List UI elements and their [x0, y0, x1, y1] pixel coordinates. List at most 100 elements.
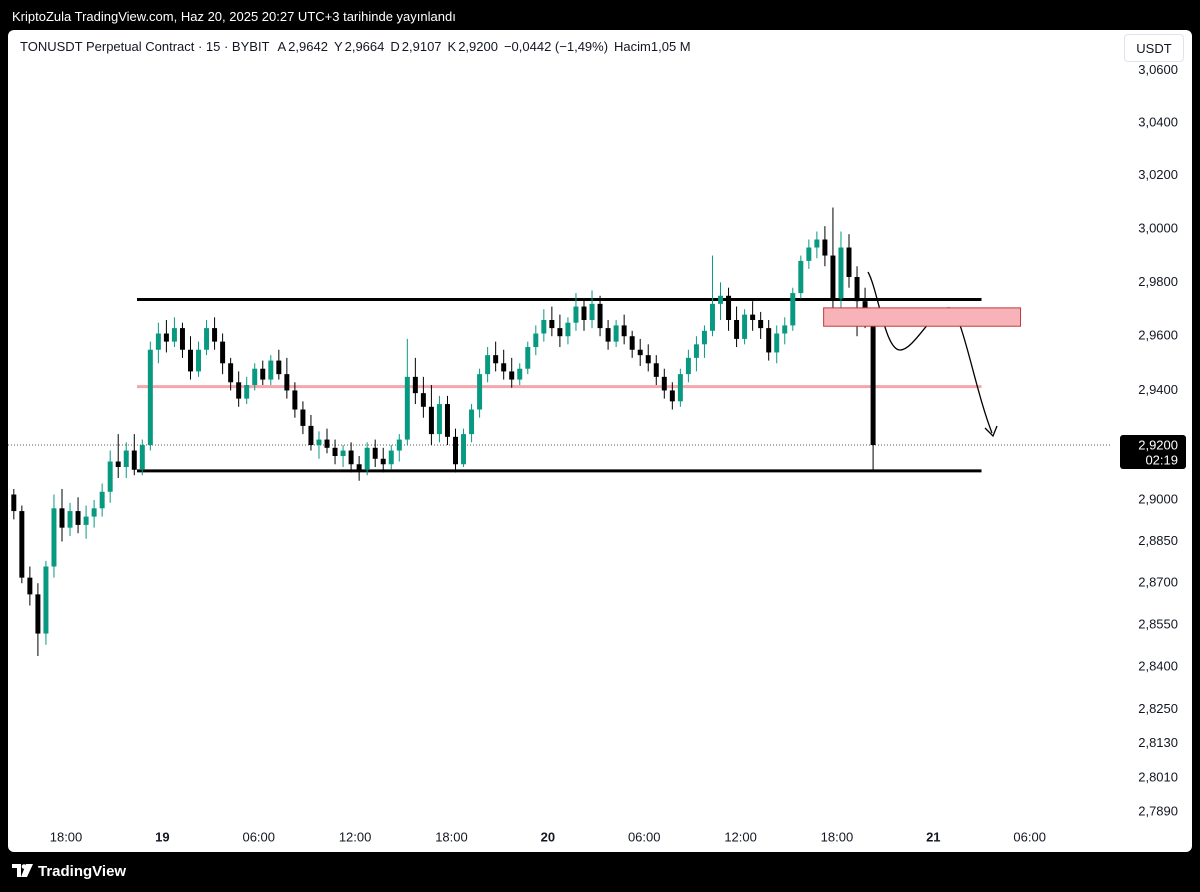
candle-body — [597, 303, 603, 329]
candle-body — [509, 371, 515, 380]
publish-info: KriptoZula TradingView.com, Haz 20, 2025… — [12, 9, 456, 24]
y-tick-label: 2,7890 — [1138, 804, 1178, 819]
y-tick-label: 2,9400 — [1138, 382, 1178, 397]
candle-body — [356, 464, 362, 470]
candle-body — [340, 450, 346, 457]
candle-body — [316, 439, 322, 446]
currency-button[interactable]: USDT — [1124, 34, 1184, 62]
candle-body — [742, 314, 748, 339]
x-tick-label: 06:00 — [242, 829, 275, 844]
candle-body — [485, 355, 491, 375]
candle-body — [653, 363, 659, 377]
candle-body — [589, 303, 595, 321]
last-price-label: 2,9200 — [1138, 437, 1178, 452]
ohlc-value: 2,9107 — [401, 39, 442, 54]
candle-body — [11, 494, 17, 512]
zone-box — [823, 307, 1022, 327]
candle-body — [212, 328, 218, 342]
candle-body — [573, 306, 579, 323]
candle-body — [766, 328, 772, 353]
y-tick-label: 3,0200 — [1138, 167, 1178, 182]
candle-body — [19, 511, 25, 578]
candle-body — [693, 344, 699, 358]
x-tick-label: 12:00 — [724, 829, 757, 844]
candle-body — [155, 333, 161, 350]
candle-body — [228, 363, 234, 383]
y-tick-label: 2,8550 — [1138, 617, 1178, 632]
x-tick-label: 18:00 — [821, 829, 854, 844]
candle-body — [196, 349, 202, 372]
y-tick-label: 2,8400 — [1138, 659, 1178, 674]
candle-body — [220, 341, 226, 364]
y-tick-label: 2,9800 — [1138, 274, 1178, 289]
candle-body — [236, 382, 242, 399]
candle-body — [131, 450, 137, 470]
candle-body — [284, 374, 290, 391]
candle-body — [629, 336, 635, 350]
candle-body — [613, 325, 619, 342]
candle-body — [428, 406, 434, 435]
candle-body — [669, 390, 675, 402]
candle-body — [645, 355, 651, 364]
candle-body — [436, 404, 442, 435]
x-tick-label: 06:00 — [1013, 829, 1046, 844]
ohlc-value: 2,9642 — [288, 39, 328, 54]
candle-body — [388, 450, 394, 465]
y-tick-label: 3,0600 — [1138, 62, 1178, 77]
candle-body — [364, 447, 370, 470]
candle-body — [822, 239, 828, 256]
candle-body — [59, 508, 65, 528]
candle-body — [541, 320, 547, 334]
candle-body — [685, 357, 691, 375]
candle-body — [870, 324, 876, 446]
tv-logo — [12, 864, 33, 877]
candle-body — [179, 328, 185, 350]
change-value: −0,0442 (−1,49%) — [503, 39, 609, 54]
candle-body — [83, 516, 89, 525]
ohlc-key: A — [277, 39, 287, 54]
candle-body — [380, 458, 386, 465]
candle-body — [163, 333, 169, 342]
candle-body — [621, 325, 627, 337]
symbol-legend: TONUSDT Perpetual Contract · 15 · BYBIT A… — [20, 39, 697, 54]
candle-body — [581, 306, 587, 321]
candle-body — [750, 314, 756, 321]
x-tick-label: 21 — [926, 829, 940, 844]
candle-body — [260, 368, 266, 380]
candle-body — [35, 594, 41, 634]
ohlc-key: D — [390, 39, 400, 54]
x-tick-label: 18:00 — [50, 829, 83, 844]
candle-body — [846, 247, 852, 277]
candle-body — [43, 566, 49, 634]
candle-body — [91, 508, 97, 517]
candle-body — [493, 355, 499, 364]
volume-value: 1,05 M — [650, 39, 691, 54]
candle-body — [75, 511, 81, 525]
candle-body — [565, 322, 571, 337]
countdown-label: 02:19 — [1145, 452, 1178, 467]
candle-body — [444, 404, 450, 437]
candle-body — [107, 461, 113, 492]
candle-body — [115, 461, 121, 468]
candle-body — [782, 325, 788, 334]
y-tick-label: 2,9000 — [1138, 491, 1178, 506]
candle-body — [533, 333, 539, 348]
arrow-head — [984, 425, 998, 438]
candle-body — [525, 347, 531, 369]
candle-body — [308, 425, 314, 446]
y-tick-label: 2,8700 — [1138, 575, 1178, 590]
candle-body — [734, 320, 740, 339]
candle-body — [477, 374, 483, 410]
ohlc-key: Y — [333, 39, 343, 54]
candle-body — [268, 360, 274, 380]
candle-body — [790, 293, 796, 326]
ohlc-key: K — [447, 39, 457, 54]
candle-body — [252, 368, 258, 386]
candle-body — [412, 376, 418, 394]
candle-body — [605, 328, 611, 342]
candle-body — [292, 390, 298, 410]
candle-body — [171, 328, 177, 342]
ohlc-value: 2,9664 — [344, 39, 385, 54]
candle-body — [276, 360, 282, 375]
chart-panel — [8, 30, 1192, 852]
